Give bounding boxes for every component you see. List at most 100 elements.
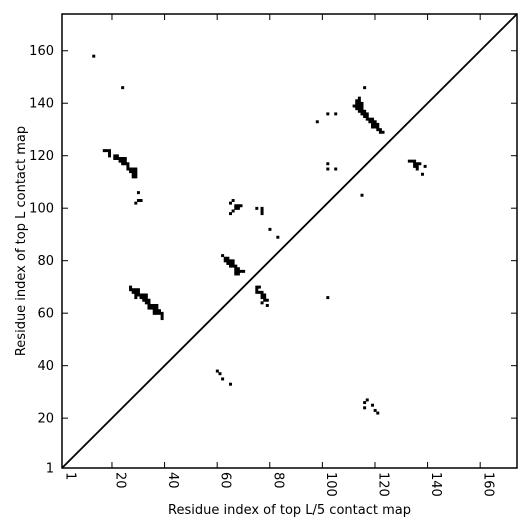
contact-cell xyxy=(236,267,240,271)
contact-cell xyxy=(357,109,361,113)
y-tick-label: 1 xyxy=(46,462,54,477)
contact-cell xyxy=(365,112,369,116)
contact-cell xyxy=(229,264,232,268)
y-tick-label: 20 xyxy=(37,412,54,427)
x-tick-label: 20 xyxy=(112,472,127,489)
contact-cell xyxy=(160,311,164,315)
contact-cell xyxy=(360,104,364,108)
contact-cell xyxy=(152,306,156,310)
contact-cell xyxy=(158,309,161,313)
contact-cell xyxy=(231,261,235,265)
x-axis: 1 20 40 60 80 100 120 140 160 xyxy=(61,14,496,497)
contact-cell xyxy=(147,301,151,305)
contact-cell xyxy=(268,227,272,231)
contact-cell xyxy=(134,290,138,294)
contact-cell xyxy=(131,167,135,171)
contact-cell xyxy=(376,125,380,129)
contact-cell xyxy=(113,157,117,160)
contact-cell xyxy=(221,377,225,381)
contact-cell xyxy=(134,288,138,292)
contact-cell xyxy=(363,406,367,410)
contact-cell xyxy=(415,164,419,168)
contact-cell xyxy=(365,117,369,121)
contact-cell xyxy=(373,120,377,124)
contact-cell xyxy=(142,298,146,302)
contact-cell xyxy=(326,112,330,116)
contact-cell xyxy=(136,199,140,202)
contact-cell xyxy=(136,191,140,195)
contact-cell xyxy=(229,382,232,386)
contact-cell xyxy=(365,115,369,118)
contact-cell xyxy=(139,296,143,300)
contact-cell xyxy=(144,293,148,297)
contact-cell xyxy=(265,303,269,307)
contact-cell xyxy=(373,122,377,126)
contact-cell xyxy=(376,122,380,126)
contact-cell xyxy=(413,159,417,163)
contact-cell xyxy=(373,408,377,412)
contact-cell xyxy=(131,175,135,179)
contact-cell xyxy=(126,167,130,171)
contact-cell xyxy=(373,125,377,129)
contact-cell xyxy=(234,267,238,271)
contact-cell xyxy=(92,54,96,58)
y-tick-label: 60 xyxy=(37,307,54,322)
contact-cell xyxy=(231,264,235,268)
diagonal-line xyxy=(61,13,518,469)
contact-cell xyxy=(239,269,243,273)
contact-cell xyxy=(276,235,280,239)
contact-cell xyxy=(378,130,382,134)
contact-cell xyxy=(357,101,361,105)
contact-cell xyxy=(234,269,238,273)
contact-cell xyxy=(131,172,135,176)
contact-cell xyxy=(234,204,238,208)
contact-cell xyxy=(360,193,364,197)
contact-cell xyxy=(326,296,330,300)
contact-cell xyxy=(413,164,417,168)
contact-cell xyxy=(134,172,138,176)
contact-cell xyxy=(357,107,361,111)
contact-cell xyxy=(234,264,238,268)
contact-cell xyxy=(102,149,106,153)
contact-cell xyxy=(155,309,159,313)
contact-cell xyxy=(368,120,372,124)
contact-cell xyxy=(355,104,359,108)
contact-cell xyxy=(226,256,230,260)
contact-cell xyxy=(234,206,238,210)
contact-cell xyxy=(334,112,338,116)
x-tick-label: 1 xyxy=(63,472,78,480)
contact-cell xyxy=(160,317,164,321)
contact-cell xyxy=(126,164,130,168)
contact-cell xyxy=(121,159,125,163)
contact-cell xyxy=(218,372,222,376)
y-tick-label: 140 xyxy=(29,97,54,112)
contact-cell xyxy=(155,306,159,310)
contact-cell xyxy=(334,167,338,171)
contact-cell xyxy=(263,293,267,297)
contact-cell xyxy=(131,170,135,174)
contact-cell xyxy=(360,101,364,105)
contact-cell xyxy=(158,311,161,315)
contact-cell xyxy=(357,104,361,108)
contact-cell xyxy=(315,120,319,124)
contact-cell xyxy=(136,293,140,297)
contact-cell xyxy=(255,288,259,292)
contact-cell xyxy=(134,201,138,205)
contact-cell xyxy=(357,99,361,103)
contact-cell xyxy=(263,298,267,302)
contact-cell xyxy=(108,151,112,155)
contact-cell xyxy=(129,170,133,174)
contact-cell xyxy=(410,159,414,163)
contact-cell xyxy=(121,157,125,160)
y-tick-label: 100 xyxy=(29,202,54,217)
contact-cell xyxy=(360,109,364,113)
contact-cell xyxy=(108,154,112,158)
contact-cell xyxy=(376,411,380,415)
contact-cell xyxy=(260,296,264,300)
contact-cell xyxy=(121,162,125,166)
x-tick-label: 140 xyxy=(428,472,443,497)
contact-cell xyxy=(150,303,154,307)
contact-cell xyxy=(418,162,422,166)
contact-cell xyxy=(365,398,369,402)
